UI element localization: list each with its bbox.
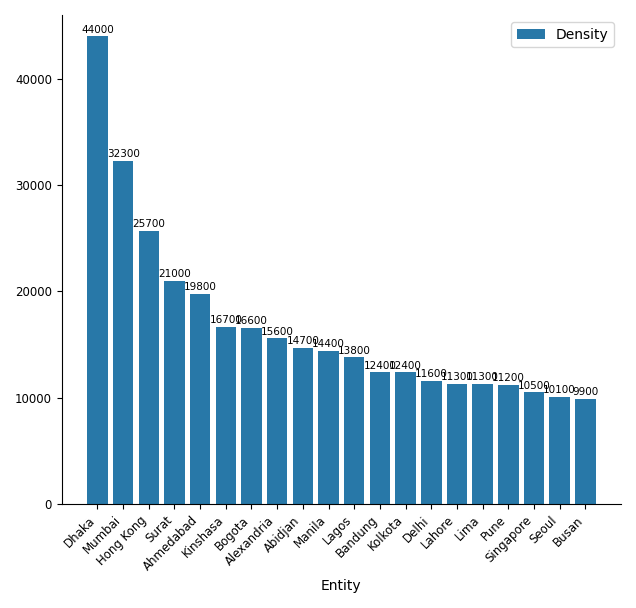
Bar [473, 384, 493, 504]
Text: 12400: 12400 [389, 361, 422, 371]
Text: 32300: 32300 [107, 149, 139, 159]
Bar [113, 161, 134, 504]
Bar [370, 372, 390, 504]
Text: 15600: 15600 [261, 326, 294, 337]
Bar [421, 381, 441, 504]
Bar [344, 358, 364, 504]
Text: 25700: 25700 [132, 219, 165, 229]
Bar [241, 328, 262, 504]
Bar [575, 399, 595, 504]
Text: 11300: 11300 [441, 372, 473, 382]
X-axis label: Entity: Entity [321, 579, 362, 593]
Bar [396, 372, 416, 504]
Text: 21000: 21000 [158, 269, 191, 279]
Bar [446, 384, 467, 504]
Text: 16700: 16700 [209, 315, 242, 325]
Bar [267, 338, 287, 504]
Text: 13800: 13800 [338, 346, 371, 356]
Text: 19800: 19800 [184, 282, 217, 292]
Text: 10100: 10100 [543, 385, 576, 395]
Bar [498, 385, 518, 504]
Text: 9900: 9900 [572, 387, 598, 397]
Bar [293, 348, 313, 504]
Text: 14700: 14700 [286, 336, 319, 346]
Bar [190, 294, 211, 504]
Bar [139, 231, 159, 504]
Bar [318, 351, 339, 504]
Text: 16600: 16600 [235, 316, 268, 326]
Text: 11200: 11200 [492, 373, 525, 384]
Bar [216, 326, 236, 504]
Text: 10500: 10500 [518, 381, 550, 391]
Bar [523, 393, 544, 504]
Bar [164, 281, 184, 504]
Text: 11300: 11300 [466, 372, 499, 382]
Text: 11600: 11600 [415, 369, 448, 379]
Bar [550, 397, 570, 504]
Text: 14400: 14400 [312, 339, 345, 350]
Bar [87, 36, 107, 504]
Legend: Density: Density [511, 22, 614, 47]
Text: 12400: 12400 [363, 361, 396, 371]
Text: 44000: 44000 [81, 25, 114, 35]
